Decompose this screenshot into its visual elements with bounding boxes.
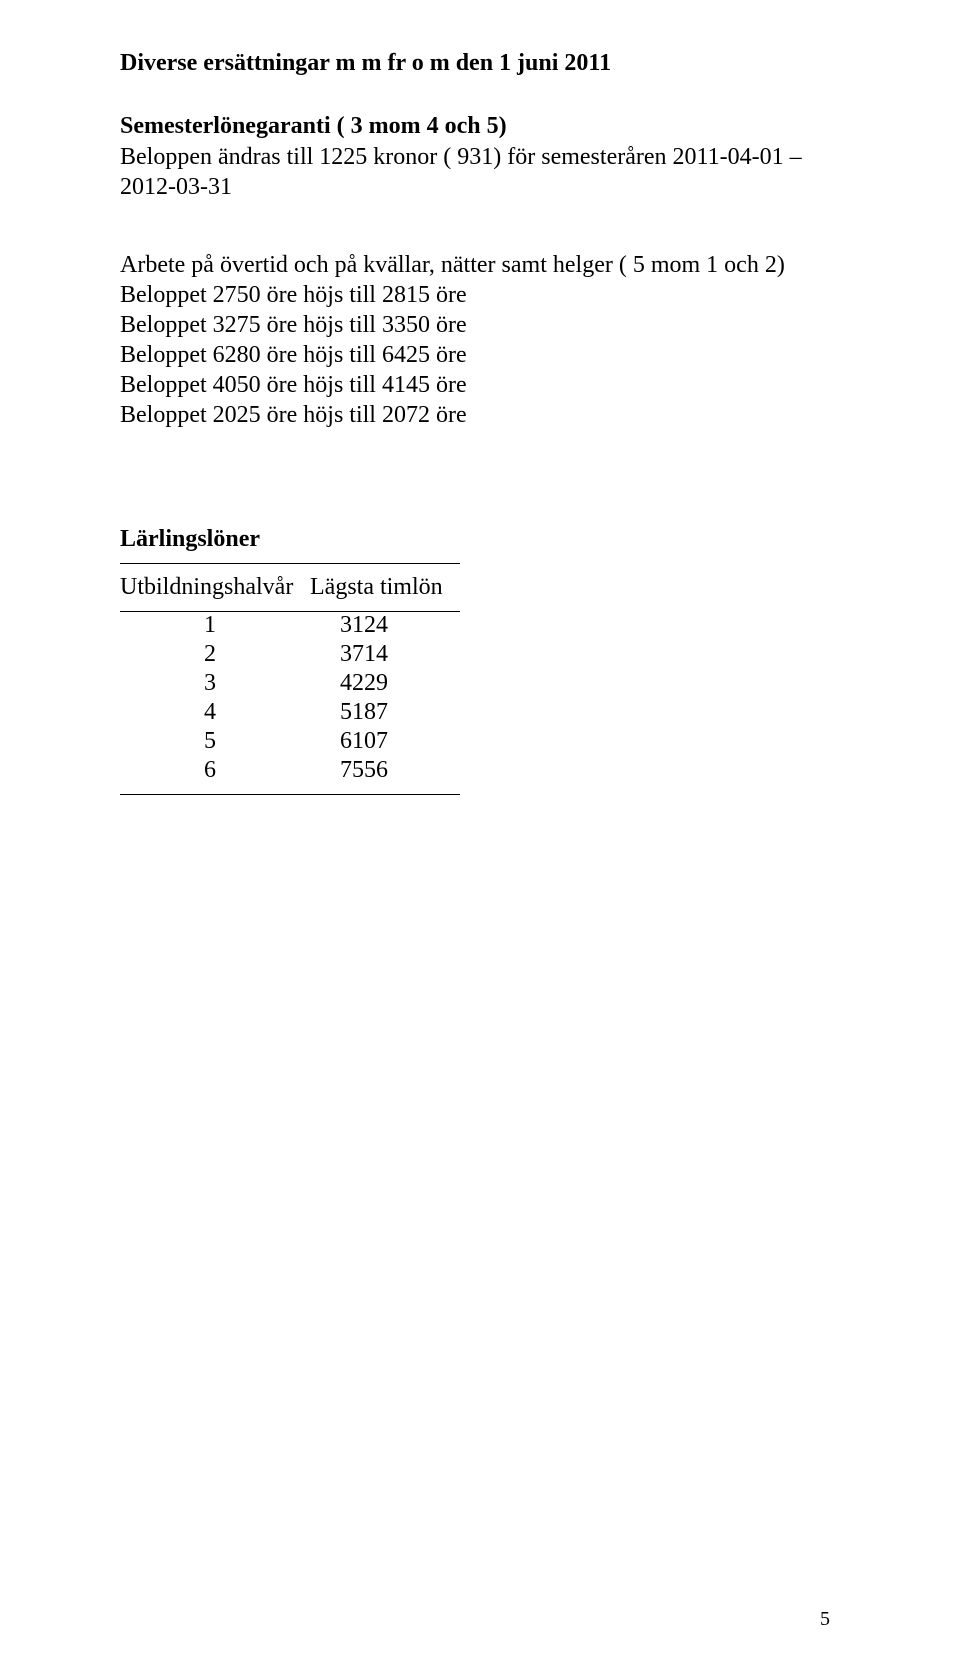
cell-half: 5 [120, 728, 300, 757]
overtime-heading: Arbete på övertid och på kvällar, nätter… [120, 250, 840, 280]
apprentice-table-wrap: Utbildningshalvår Lägsta timlön 1 3124 2… [120, 563, 840, 795]
col-header-half: Utbildningshalvår [120, 564, 300, 611]
overtime-list: Beloppet 2750 öre höjs till 2815 öre Bel… [120, 280, 840, 430]
overtime-line: Beloppet 4050 öre höjs till 4145 öre [120, 370, 840, 400]
cell-wage: 5187 [300, 699, 460, 728]
cell-half: 4 [120, 699, 300, 728]
table-row: 4 5187 [120, 699, 460, 728]
cell-half: 2 [120, 641, 300, 670]
table-rule-bottom [120, 794, 460, 795]
cell-wage: 4229 [300, 670, 460, 699]
page-title: Diverse ersättningar m m fr o m den 1 ju… [120, 50, 840, 77]
table-row: 6 7556 [120, 757, 460, 786]
cell-half: 6 [120, 757, 300, 786]
page-number: 5 [820, 1608, 830, 1631]
table-row: 1 3124 [120, 612, 460, 641]
table-header-row: Utbildningshalvår Lägsta timlön [120, 564, 460, 611]
table-row: 3 4229 [120, 670, 460, 699]
cell-half: 3 [120, 670, 300, 699]
col-header-wage: Lägsta timlön [300, 564, 460, 611]
overtime-line: Beloppet 2750 öre höjs till 2815 öre [120, 280, 840, 310]
semester-heading: Semesterlönegaranti ( 3 mom 4 och 5) [120, 113, 840, 140]
apprentice-table: Utbildningshalvår Lägsta timlön 1 3124 2… [120, 564, 460, 786]
table-row: 2 3714 [120, 641, 460, 670]
overtime-line: Beloppet 3275 öre höjs till 3350 öre [120, 310, 840, 340]
cell-wage: 3124 [300, 612, 460, 641]
semester-line: Beloppen ändras till 1225 kronor ( 931) … [120, 142, 840, 202]
cell-wage: 7556 [300, 757, 460, 786]
table-row: 5 6107 [120, 728, 460, 757]
cell-wage: 6107 [300, 728, 460, 757]
cell-wage: 3714 [300, 641, 460, 670]
cell-half: 1 [120, 612, 300, 641]
overtime-line: Beloppet 6280 öre höjs till 6425 öre [120, 340, 840, 370]
apprentice-heading: Lärlingslöner [120, 526, 840, 553]
overtime-line: Beloppet 2025 öre höjs till 2072 öre [120, 400, 840, 430]
